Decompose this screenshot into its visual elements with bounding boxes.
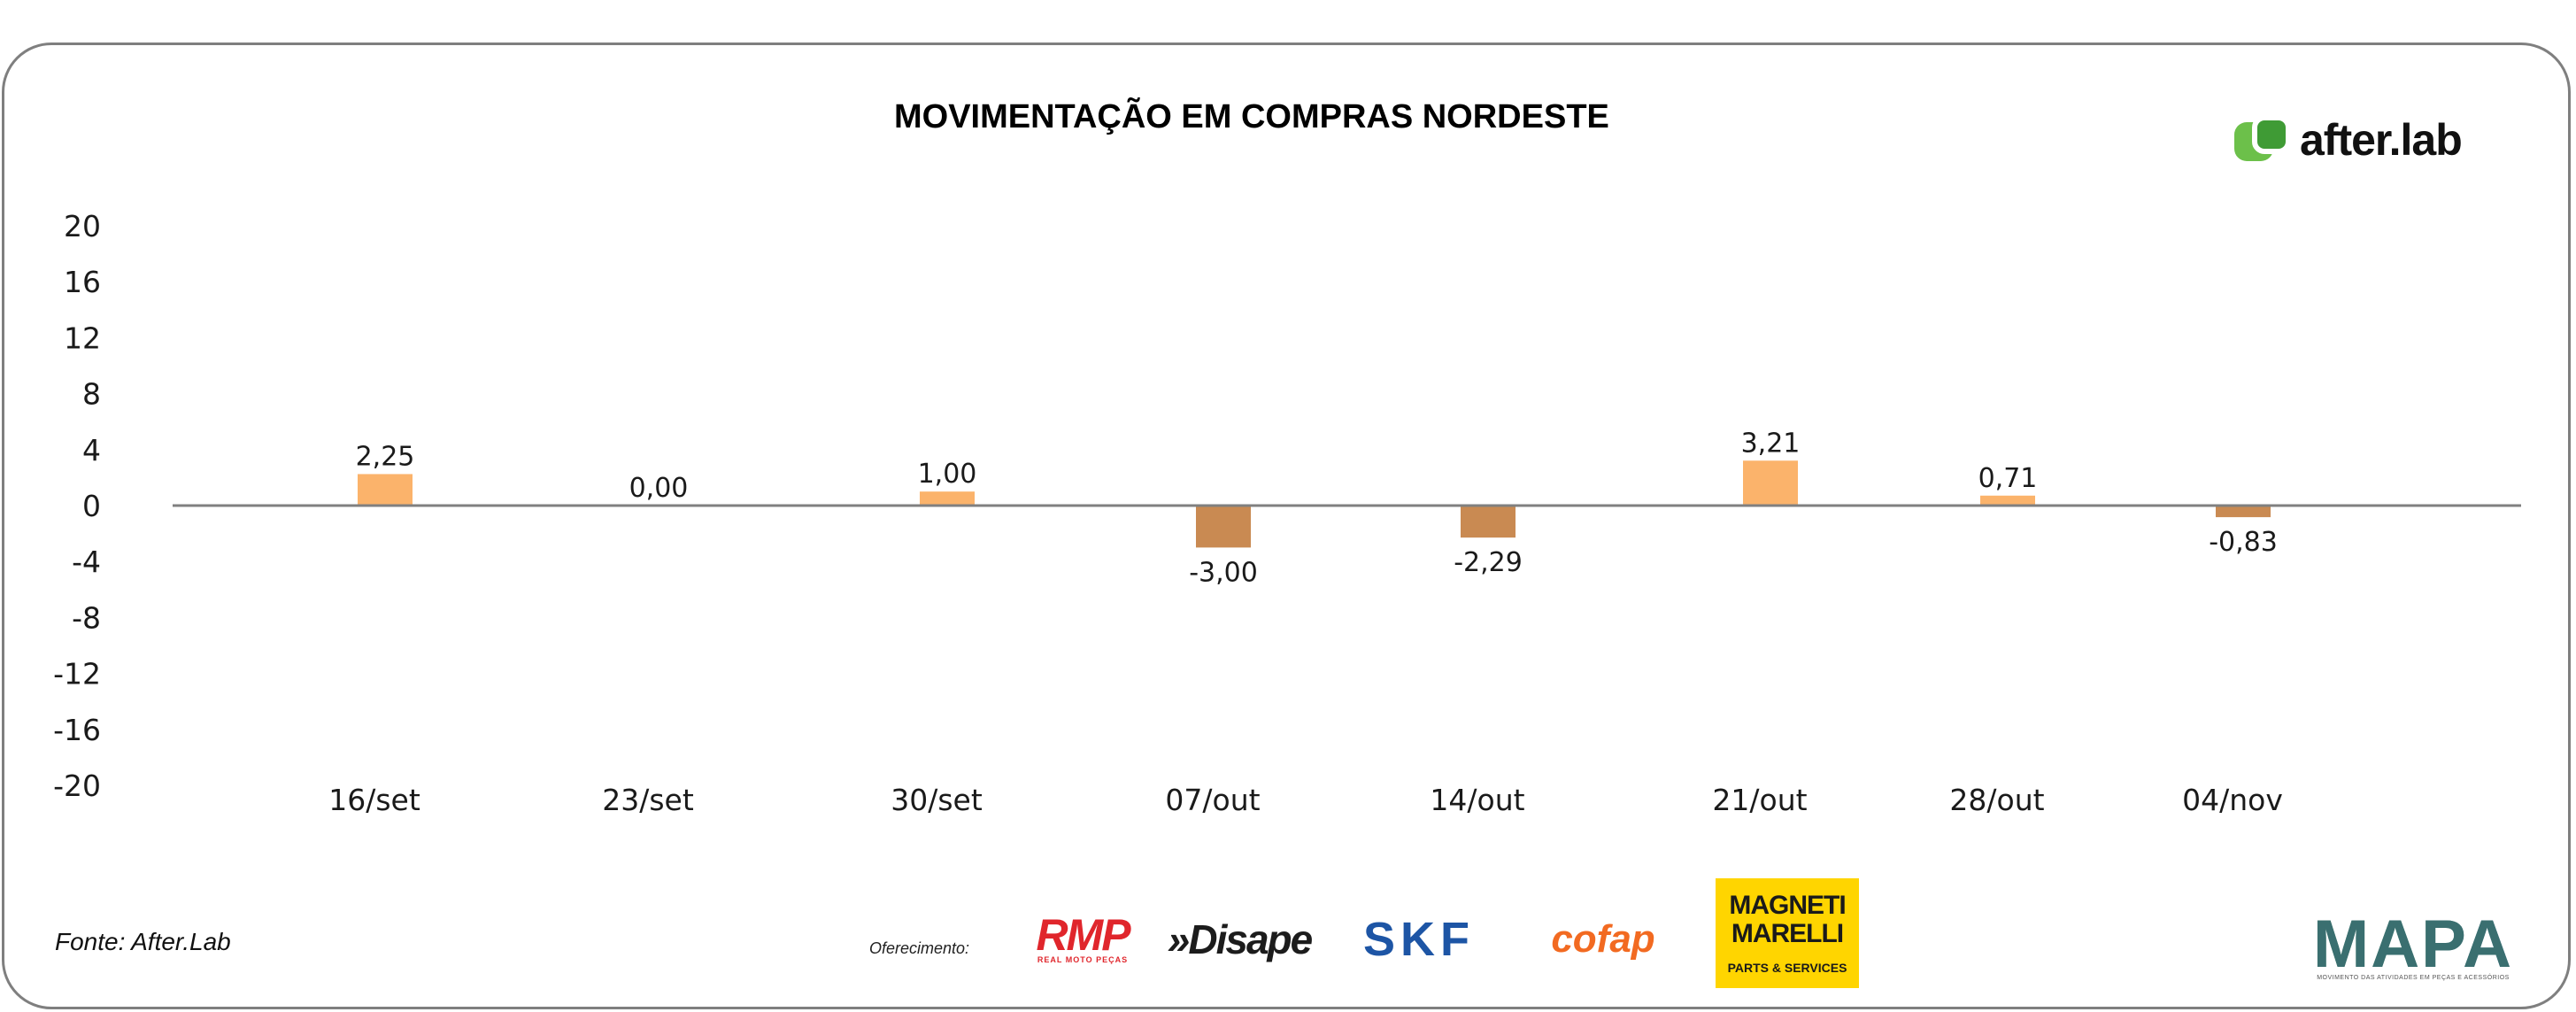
afterlab-logo: after.lab <box>2234 113 2463 166</box>
mapa-logo-subtext: MOVIMENTO DAS ATIVIDADES EM PEÇAS E ACES… <box>2317 974 2510 981</box>
bar <box>1743 460 1798 506</box>
x-category-label: 23/set <box>602 783 694 817</box>
bar <box>920 491 975 506</box>
afterlab-logo-icon <box>2234 115 2296 165</box>
disape-logo: »Disape <box>1161 912 1317 967</box>
afterlab-logo-text: after.lab <box>2300 115 2463 165</box>
x-category-label: 14/out <box>1430 783 1524 817</box>
magneti-marelli-logo-subtext: PARTS & SERVICES <box>1727 961 1847 975</box>
y-tick-label: -16 <box>53 713 101 747</box>
data-label: -0,83 <box>2209 527 2278 558</box>
source-note: Fonte: After.Lab <box>55 928 231 955</box>
y-tick-label: -12 <box>53 657 101 691</box>
x-category-label: 30/set <box>891 783 983 817</box>
y-tick-label: 0 <box>82 489 101 523</box>
x-axis-categories: 16/set 23/set 30/set 07/out 14/out 21/out 28/o… <box>328 783 2283 817</box>
x-category-label: 04/nov <box>2182 783 2283 817</box>
magneti-marelli-logo-text: MAGNETI MARELLI <box>1729 891 1846 948</box>
skf-logo: SKF <box>1337 913 1501 966</box>
y-tick-label: 4 <box>82 433 101 467</box>
mapa-logo-text: MAPA <box>2312 906 2514 982</box>
data-label: 0,71 <box>1978 463 2038 494</box>
bar <box>1461 506 1516 538</box>
x-category-label: 28/out <box>1949 783 2044 817</box>
rmp-logo: RMP REAL MOTO PEÇAS <box>1025 912 1140 967</box>
skf-logo-text: SKF <box>1363 913 1475 966</box>
data-label: -2,29 <box>1454 547 1523 578</box>
disape-logo-text: »Disape <box>1167 916 1313 962</box>
data-label: 1,00 <box>918 459 977 490</box>
x-category-label: 16/set <box>328 783 420 817</box>
y-tick-label: 16 <box>64 265 101 299</box>
chart-title: MOVIMENTAÇÃO EM COMPRAS NORDESTE <box>894 97 1609 135</box>
y-tick-label: 12 <box>64 321 101 355</box>
cofap-logo: cofap <box>1519 917 1687 962</box>
bar <box>358 474 413 506</box>
bars-group <box>358 460 2271 548</box>
y-tick-label: -20 <box>53 769 101 803</box>
x-category-label: 21/out <box>1712 783 1807 817</box>
magneti-marelli-logo: MAGNETI MARELLI PARTS & SERVICES <box>1716 878 1859 988</box>
y-axis-ticks: 20 16 12 8 4 0 -4 -8 -12 -16 -20 <box>53 209 101 803</box>
data-label: -3,00 <box>1189 557 1258 588</box>
bar <box>2216 506 2271 518</box>
data-label: 0,00 <box>629 473 689 504</box>
y-tick-label: -8 <box>72 600 101 635</box>
bar <box>1196 506 1251 548</box>
y-tick-label: 20 <box>64 209 101 243</box>
mapa-logo: MAPA MOVIMENTO DAS ATIVIDADES EM PEÇAS E… <box>2312 910 2514 985</box>
data-label: 2,25 <box>356 441 415 472</box>
rmp-logo-subtext: REAL MOTO PEÇAS <box>1037 955 1129 964</box>
chart-frame <box>2 42 2571 1009</box>
sponsor-label: Oferecimento: <box>869 939 970 957</box>
bar <box>1980 495 2035 506</box>
y-tick-label: 8 <box>82 377 101 412</box>
data-label: 3,21 <box>1741 428 1801 459</box>
x-category-label: 07/out <box>1165 783 1260 817</box>
data-labels-group: 2,25 0,00 1,00 -3,00 -2,29 3,21 0,71 -0,83 <box>356 428 2278 588</box>
cofap-logo-text: cofap <box>1551 917 1655 961</box>
y-tick-label: -4 <box>72 545 101 579</box>
rmp-logo-text: RMP <box>1036 910 1130 960</box>
